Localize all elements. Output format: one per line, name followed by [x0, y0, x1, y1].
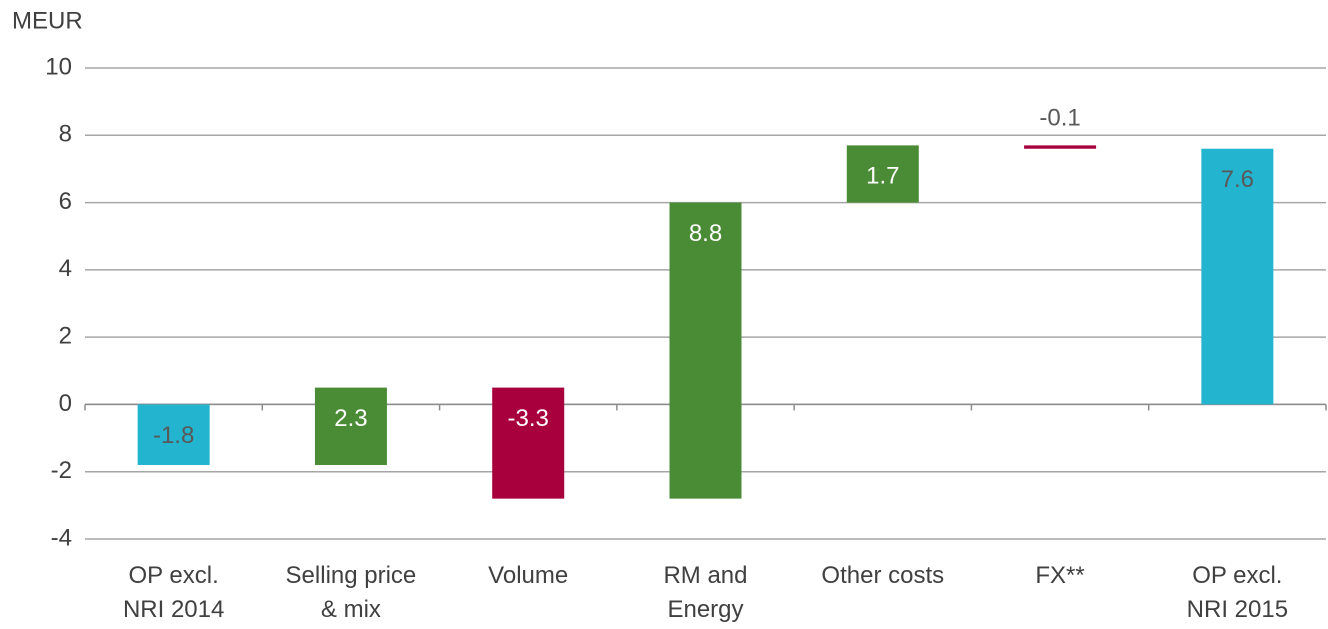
- x-tick-label: Volume: [488, 562, 568, 589]
- x-tick-label-line: Energy: [667, 596, 743, 623]
- x-tick-label-line: & mix: [321, 596, 381, 623]
- x-tick-label-line: Other costs: [821, 562, 944, 589]
- y-tick-label: 2: [59, 322, 72, 349]
- bar: [1024, 145, 1097, 149]
- value-label: 8.8: [689, 220, 722, 247]
- value-label: -0.1: [1039, 105, 1080, 132]
- x-tick-label-line: FX**: [1035, 562, 1084, 589]
- x-tick-label: OP excl. NRI 2015: [1187, 562, 1288, 623]
- y-tick-label: 4: [59, 255, 72, 282]
- x-tick-label-line: Volume: [488, 562, 568, 589]
- value-label: -3.3: [508, 405, 549, 432]
- x-tick-label-line: OP excl.: [1192, 562, 1282, 589]
- x-tick-label: Selling price & mix: [286, 562, 417, 623]
- x-tick-label-line: NRI 2014: [123, 596, 224, 623]
- y-tick-label: -2: [51, 457, 72, 484]
- y-tick-label: -4: [51, 524, 72, 551]
- x-tick-label-line: NRI 2015: [1187, 596, 1288, 623]
- value-label: -1.8: [153, 422, 194, 449]
- x-tick-label-line: Selling price: [286, 562, 417, 589]
- x-tick-label-line: RM and: [663, 562, 747, 589]
- value-label: 2.3: [334, 405, 367, 432]
- y-tick-label: 6: [59, 188, 72, 215]
- x-tick-label: Other costs: [821, 562, 944, 589]
- x-tick-label-line: OP excl.: [129, 562, 219, 589]
- x-tick-label: OP excl. NRI 2014: [123, 562, 224, 623]
- y-tick-label: 10: [45, 53, 72, 80]
- value-label: 7.6: [1221, 166, 1254, 193]
- bar: [314, 387, 387, 465]
- bar: [137, 404, 210, 465]
- y-tick-label: 0: [59, 390, 72, 417]
- x-tick-label: FX**: [1035, 562, 1084, 589]
- bar: [846, 145, 919, 203]
- value-label: 1.7: [866, 163, 899, 190]
- y-axis-label: MEUR: [12, 7, 83, 34]
- bar: [1201, 148, 1274, 405]
- x-tick-label: RM and Energy: [663, 562, 747, 623]
- bar: [492, 387, 565, 499]
- bar: [669, 202, 742, 499]
- y-tick-label: 8: [59, 121, 72, 148]
